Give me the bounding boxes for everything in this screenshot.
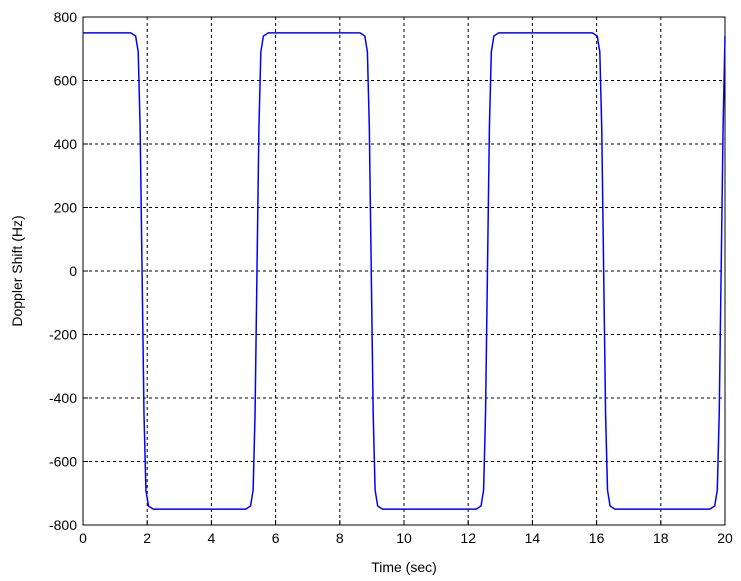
x-tick-label: 6 bbox=[272, 530, 280, 546]
x-tick-label: 16 bbox=[589, 530, 605, 546]
y-tick-label: -600 bbox=[49, 454, 77, 470]
y-tick-label: 200 bbox=[54, 200, 78, 216]
x-tick-label: 12 bbox=[460, 530, 476, 546]
plot-frame bbox=[82, 16, 726, 526]
x-tick-label: 2 bbox=[143, 530, 151, 546]
data-line bbox=[83, 32, 726, 510]
x-tick-label: 14 bbox=[525, 530, 541, 546]
x-axis-label: Time (sec) bbox=[371, 559, 437, 575]
y-tick-label: 0 bbox=[69, 263, 77, 279]
y-tick-label: -800 bbox=[49, 517, 77, 533]
y-tick-label: 400 bbox=[54, 136, 78, 152]
y-axis-label: Doppler Shift (Hz) bbox=[9, 215, 25, 326]
x-tick-label: 4 bbox=[208, 530, 216, 546]
y-tick-label: -200 bbox=[49, 327, 77, 343]
x-tick-label: 0 bbox=[79, 530, 87, 546]
y-tick-label: -400 bbox=[49, 390, 77, 406]
y-tick-label: 800 bbox=[54, 9, 78, 25]
x-tick-label: 18 bbox=[653, 530, 669, 546]
x-tick-label: 10 bbox=[396, 530, 412, 546]
y-tick-label: 600 bbox=[54, 73, 78, 89]
x-tick-label: 20 bbox=[717, 530, 733, 546]
x-tick-label: 8 bbox=[336, 530, 344, 546]
